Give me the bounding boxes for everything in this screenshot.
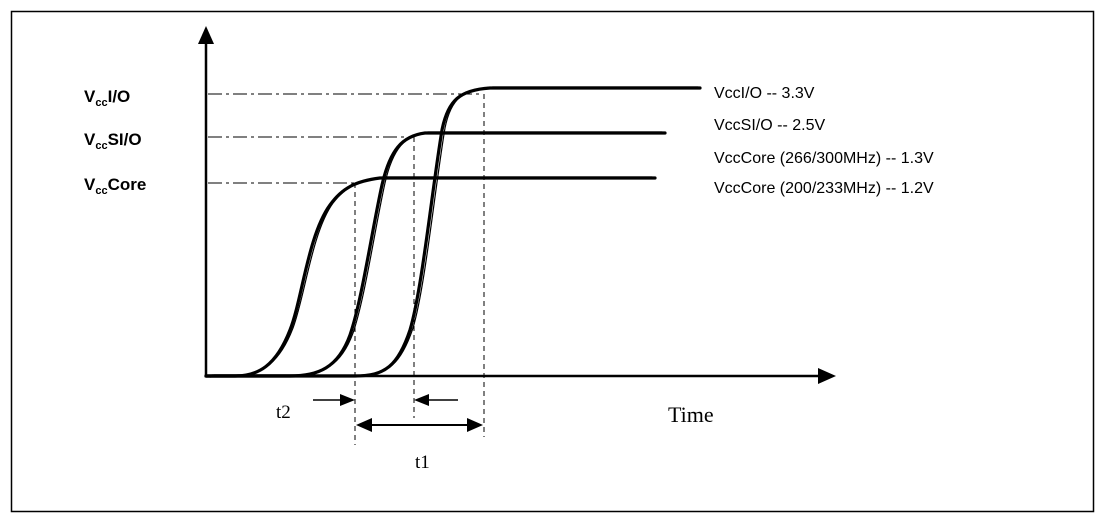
label-vccsio: VccSI/O: [84, 130, 142, 152]
waveform-vccio-trace: [213, 86, 699, 376]
t2-arrow-right-head: [414, 394, 429, 406]
label-vccio: VccI/O: [84, 87, 130, 109]
y-axis-arrow: [198, 26, 214, 44]
reference-lines: [208, 93, 480, 184]
waveforms: [204, 86, 702, 378]
t2-arrow-left-head: [340, 394, 355, 406]
diagram-frame: [10, 10, 1095, 513]
legend-vcccore-200-233: VccCore (200/233MHz) -- 1.2V: [714, 180, 934, 197]
waveform-vccio: [204, 86, 702, 378]
vertical-markers: [354, 94, 485, 445]
waveform-vccsio-trace: [211, 131, 663, 376]
interval-arrows: [313, 394, 483, 432]
waveform-vcccore-trace: [209, 176, 653, 378]
label-vcccore: VccCore: [84, 175, 146, 197]
t1-arrow-head-left: [356, 418, 372, 432]
legend-vcccore-266-300: VccCore (266/300MHz) -- 1.3V: [714, 150, 934, 167]
t1-label: t1: [415, 452, 430, 473]
x-axis-label: Time: [668, 402, 714, 427]
x-axis-arrow: [818, 368, 836, 384]
legend-vccio: VccI/O -- 3.3V: [714, 85, 815, 102]
t2-label: t2: [276, 402, 291, 423]
axes: [198, 26, 836, 384]
legend-vccsio: VccSI/O -- 2.5V: [714, 117, 825, 134]
t1-arrow-head-right: [467, 418, 483, 432]
